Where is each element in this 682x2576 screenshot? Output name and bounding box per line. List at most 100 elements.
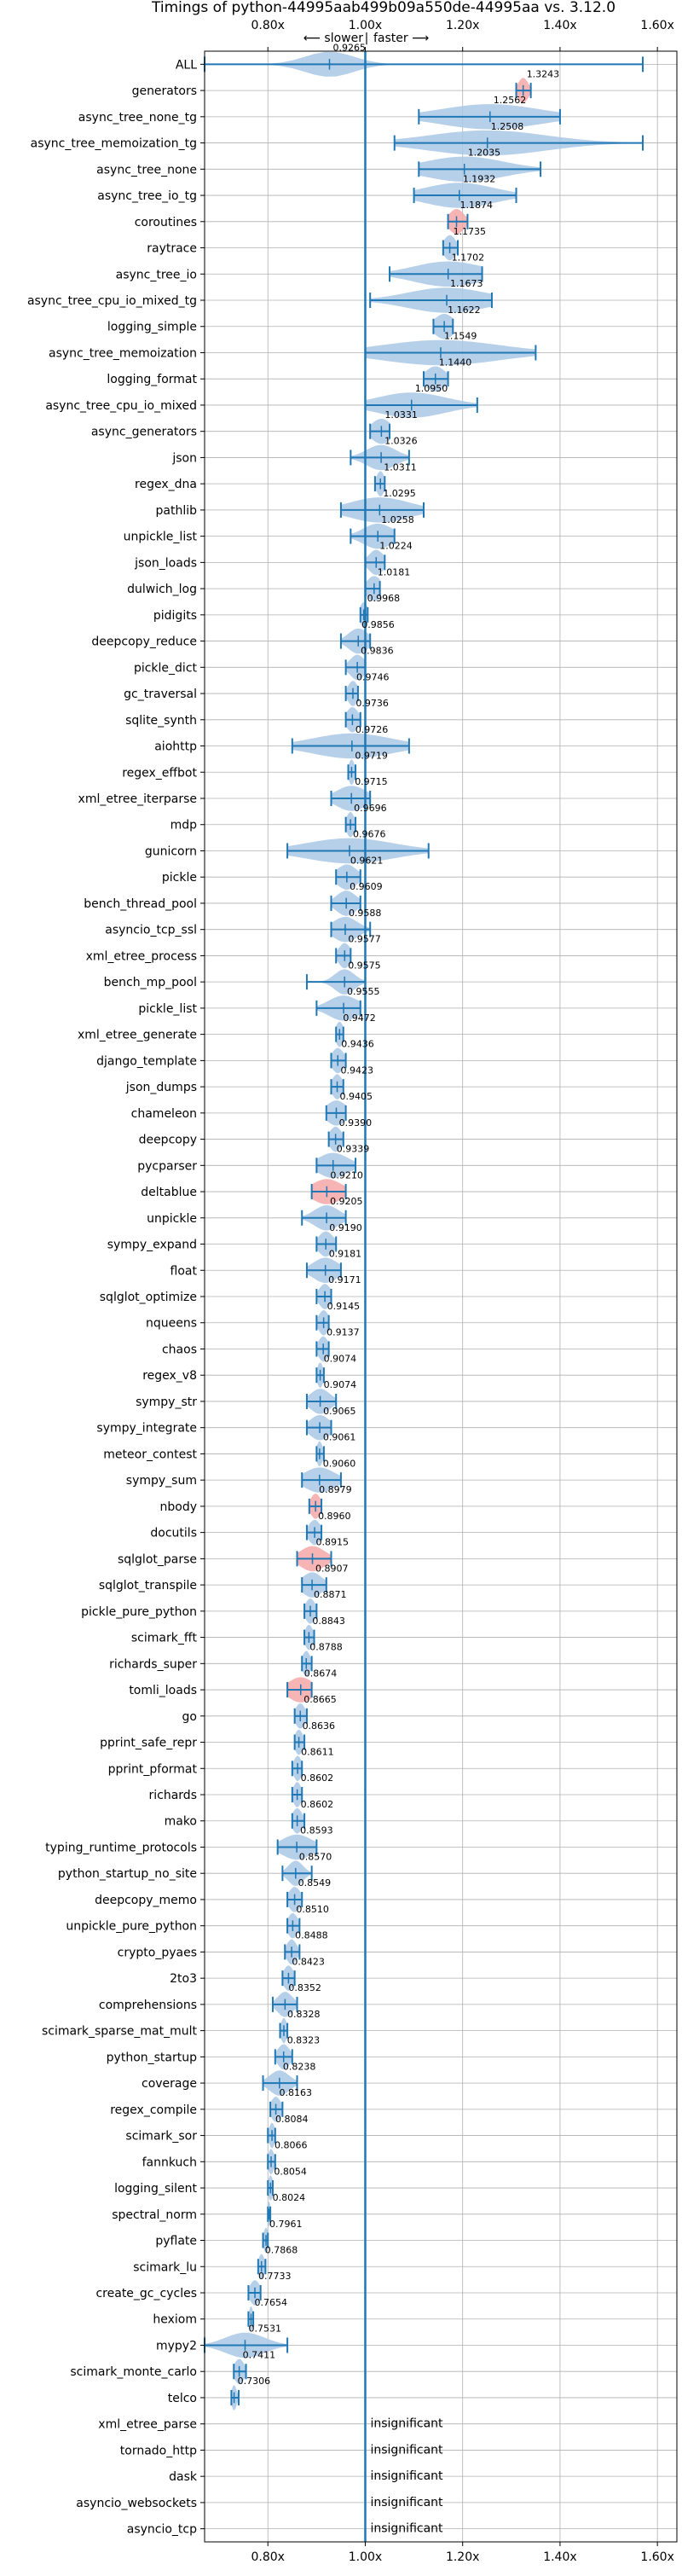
y-tick-label: logging_silent xyxy=(114,2182,197,2196)
violin-value-label: 0.9423 xyxy=(341,1065,374,1076)
y-tick-label: hexiom xyxy=(153,2313,197,2327)
violin-value-label: 0.8488 xyxy=(295,1930,328,1941)
violin-value-label: 1.0181 xyxy=(378,566,411,577)
violin-value-label: 0.7411 xyxy=(243,2349,276,2360)
violin-value-label: 0.9577 xyxy=(348,934,381,945)
y-tick-label: dask xyxy=(169,2470,198,2484)
y-tick-label: asyncio_websockets xyxy=(76,2497,197,2510)
y-tick-label: docutils xyxy=(150,1527,197,1540)
y-tick-label: mako xyxy=(165,1815,197,1829)
violin-value-label: 0.8602 xyxy=(301,1772,334,1784)
y-tick-label: float xyxy=(170,1264,198,1278)
y-tick-label: sympy_integrate xyxy=(96,1422,197,1436)
y-tick-label: scimark_monte_carlo xyxy=(70,2365,197,2379)
y-tick-label: sympy_str xyxy=(136,1395,197,1409)
y-tick-label: comprehensions xyxy=(99,1999,197,2012)
y-tick-label: coverage xyxy=(142,2077,197,2091)
x-tick-label-top: 1.00x xyxy=(349,19,382,32)
violin-value-label: 0.8871 xyxy=(314,1589,347,1600)
y-tick-label: pickle_pure_python xyxy=(81,1605,197,1619)
y-tick-label: async_tree_cpu_io_mixed xyxy=(45,399,197,413)
violin-value-label: 0.8163 xyxy=(280,2087,313,2098)
y-tick-label: pickle_list xyxy=(138,1002,197,1016)
y-tick-label: scimark_sparse_mat_mult xyxy=(42,2025,197,2039)
violin-value-label: 0.7961 xyxy=(269,2219,303,2230)
chart-title: Timings of python-44995aab499b09a550de-4… xyxy=(151,0,616,16)
violin-value-label: 0.9390 xyxy=(339,1117,373,1128)
violin-value-label: 0.9065 xyxy=(323,1406,356,1417)
y-tick-label: fannkuch xyxy=(142,2155,197,2169)
violin-value-label: 0.9676 xyxy=(353,829,386,840)
x-tick-label-top: 1.40x xyxy=(543,19,576,32)
y-tick-label: mypy2 xyxy=(156,2339,197,2353)
violin-value-label: 0.8328 xyxy=(287,2009,321,2020)
violin-value-label: 0.8674 xyxy=(304,1668,338,1679)
violin-value-label: 1.1622 xyxy=(448,305,481,316)
violin-value-label: 0.8665 xyxy=(303,1694,337,1705)
x-tick-label-top: 0.80x xyxy=(251,19,285,32)
violin-value-label: 0.9436 xyxy=(341,1039,374,1050)
violin-layer xyxy=(204,51,644,2411)
violin-value-label: 1.0224 xyxy=(379,541,413,552)
violin-value-label: 0.9171 xyxy=(328,1274,361,1285)
y-tick-label: bench_mp_pool xyxy=(104,976,197,989)
violin-value-label: 1.0950 xyxy=(415,383,448,394)
y-tick-label: crypto_pyaes xyxy=(118,1946,197,1959)
x-tick-label-bottom: 1.00x xyxy=(349,2550,382,2564)
y-tick-label: deepcopy xyxy=(139,1134,197,1147)
violin-value-label: 0.7306 xyxy=(238,2376,271,2387)
y-tick-label: unpickle xyxy=(147,1212,197,1226)
y-tick-label: regex_dna xyxy=(135,478,197,491)
violin-value-label: 0.9210 xyxy=(330,1169,363,1181)
y-tick-label: nqueens xyxy=(146,1317,197,1331)
violin-value-label: 0.8238 xyxy=(283,2061,316,2072)
violin-value-label: 0.7531 xyxy=(248,2324,281,2335)
y-tick-label: telco xyxy=(168,2392,197,2405)
violin-value-label: 0.9190 xyxy=(329,1222,362,1233)
x-tick-label-bottom: 0.80x xyxy=(251,2550,285,2564)
y-tick-label: meteor_contest xyxy=(103,1448,197,1461)
violin-value-label: 0.9405 xyxy=(339,1091,373,1102)
y-tick-label: tomli_loads xyxy=(129,1684,197,1697)
y-tick-label: pprint_pformat xyxy=(108,1762,198,1776)
y-tick-label: async_generators xyxy=(91,426,197,439)
y-tick-label: sqlglot_transpile xyxy=(99,1579,197,1593)
y-tick-label: xml_etree_process xyxy=(86,949,197,963)
y-tick-label: ALL xyxy=(176,58,197,72)
y-tick-label: 2to3 xyxy=(170,1972,197,1986)
y-tick-label: regex_v8 xyxy=(142,1369,197,1383)
x-tick-label-top: 1.20x xyxy=(446,19,479,32)
violin-value-label: 0.9074 xyxy=(324,1353,357,1364)
violin-value-label: 0.8788 xyxy=(309,1642,343,1653)
violin-value-label: 0.9736 xyxy=(355,698,389,709)
insignificant-label: insignificant xyxy=(370,2522,443,2536)
y-tick-label: regex_effbot xyxy=(122,766,197,780)
violin-value-label: 0.8024 xyxy=(273,2192,306,2203)
y-tick-label: create_gc_cycles xyxy=(95,2287,197,2300)
y-tick-label: django_template xyxy=(96,1054,197,1068)
y-tick-label: richards_super xyxy=(109,1657,197,1671)
violin-value-label: 0.8915 xyxy=(316,1537,350,1548)
violin-value-label: 1.2035 xyxy=(468,148,501,159)
violin-value-label: 0.8423 xyxy=(292,1956,325,1967)
y-tick-label: async_tree_cpu_io_mixed_tg xyxy=(27,294,197,308)
violin-value-label: 0.8352 xyxy=(288,1982,321,1993)
violin-value-label: 1.0258 xyxy=(381,514,414,525)
violin-value-label: 0.8979 xyxy=(319,1484,352,1495)
y-tick-label: async_tree_memoization xyxy=(49,346,197,360)
violin-value-label: 0.8084 xyxy=(275,2114,309,2125)
y-tick-label: pyflate xyxy=(155,2235,197,2248)
violin-value-label: 0.9621 xyxy=(350,855,384,866)
y-tick-label: chaos xyxy=(162,1343,197,1356)
y-tick-label: unpickle_pure_python xyxy=(66,1920,197,1934)
violin-value-label: 0.8907 xyxy=(315,1563,349,1574)
y-tick-label: xml_etree_parse xyxy=(98,2418,197,2432)
violin-value-label: 0.9746 xyxy=(356,671,390,682)
y-tick-label: richards xyxy=(149,1789,198,1802)
y-tick-label: async_tree_memoization_tg xyxy=(31,137,197,151)
y-tick-label: pickle_dict xyxy=(134,661,198,675)
violin-value-label: 1.0331 xyxy=(384,409,418,421)
y-tick-label: go xyxy=(182,1710,197,1724)
y-tick-label: spectral_norm xyxy=(112,2208,197,2222)
